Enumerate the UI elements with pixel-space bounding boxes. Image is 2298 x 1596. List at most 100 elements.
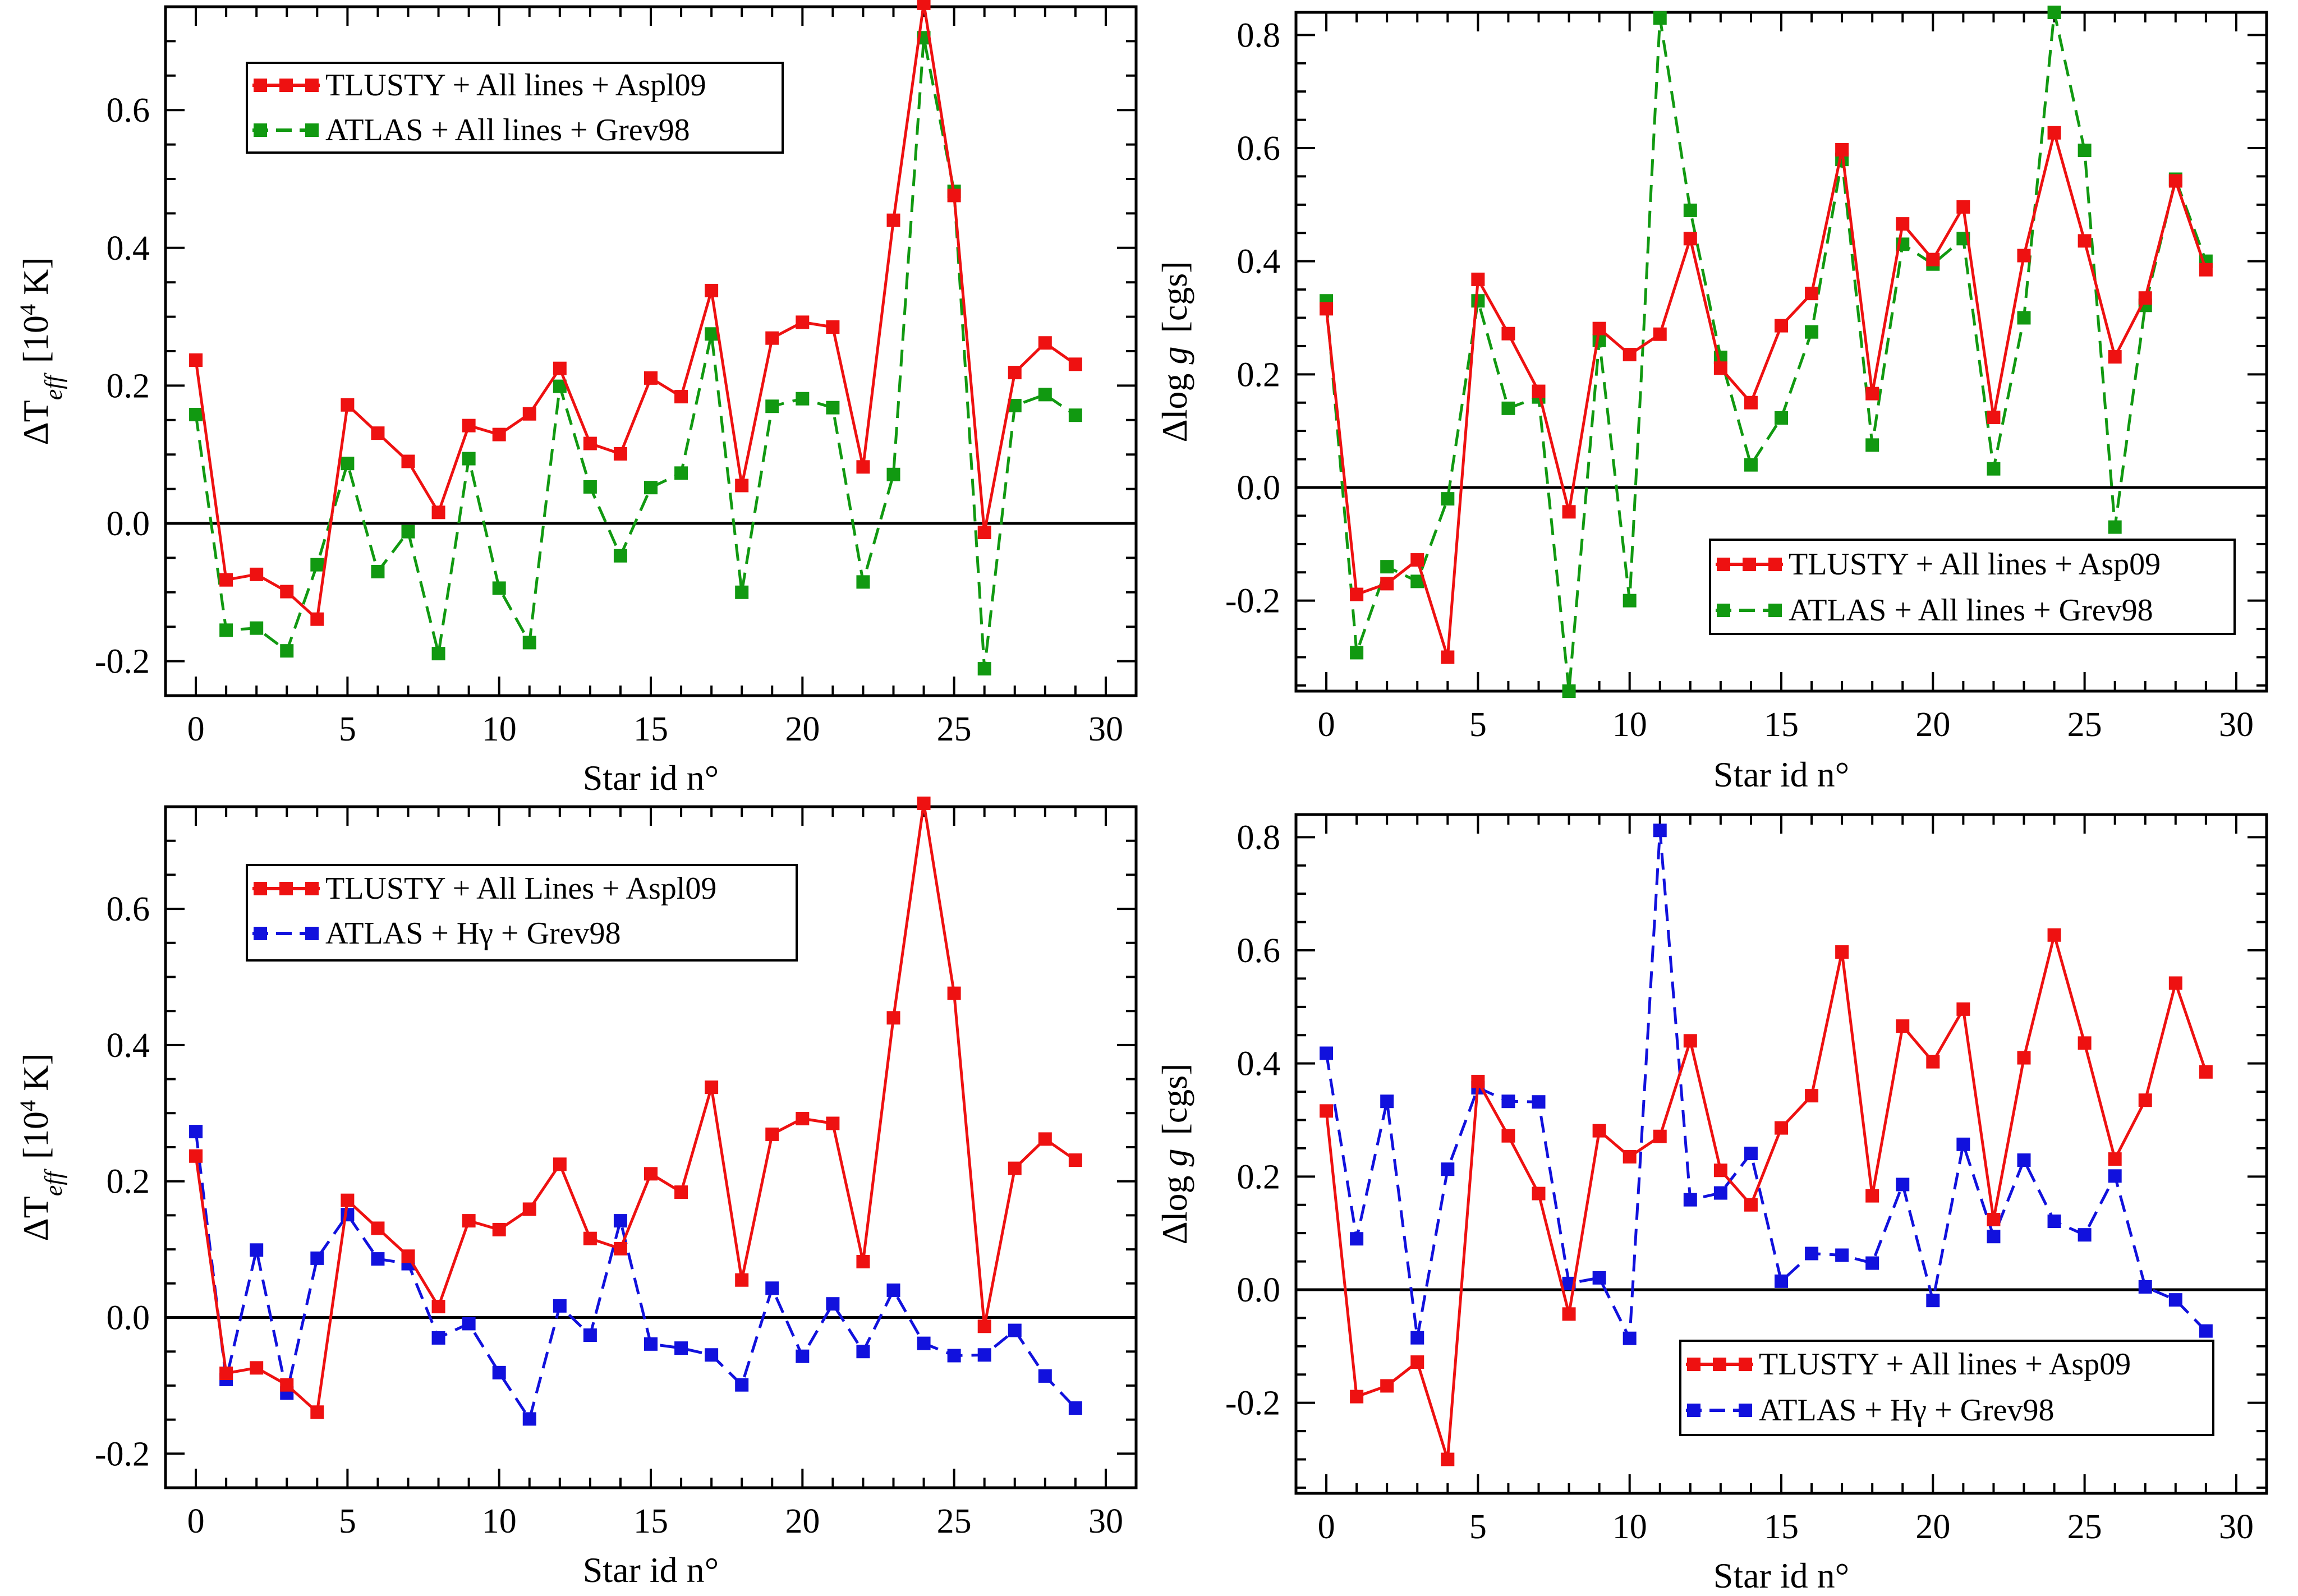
data-point bbox=[2047, 126, 2061, 140]
data-point bbox=[2017, 1051, 2031, 1065]
data-point bbox=[1320, 302, 1334, 316]
data-point bbox=[1805, 1089, 1819, 1103]
series-line bbox=[194, 1131, 1077, 1420]
x-tick-label: 5 bbox=[1469, 1508, 1487, 1546]
data-point bbox=[431, 647, 445, 661]
legend-marker-green bbox=[1768, 604, 1782, 617]
data-point bbox=[1623, 348, 1637, 362]
y-axis-title: Δlog g[cgs] bbox=[1155, 1064, 1194, 1245]
data-point bbox=[796, 392, 810, 406]
legend: TLUSTY + All lines + Asp09 ATLAS + All l… bbox=[1709, 539, 2236, 635]
data-point bbox=[2199, 263, 2213, 277]
data-point bbox=[705, 1348, 719, 1362]
y-tick-label: 0.2 bbox=[107, 367, 150, 405]
data-point bbox=[522, 1202, 536, 1216]
x-tick-label: 25 bbox=[937, 1502, 972, 1540]
data-point bbox=[1623, 594, 1637, 608]
data-point bbox=[219, 573, 233, 587]
data-point bbox=[947, 188, 961, 203]
data-point bbox=[1835, 143, 1849, 157]
data-point bbox=[462, 1317, 476, 1331]
series-layer bbox=[166, 796, 1136, 1426]
data-point bbox=[2168, 976, 2182, 990]
data-point bbox=[1471, 1074, 1485, 1088]
x-tick-label: 15 bbox=[633, 1502, 668, 1540]
data-point bbox=[1532, 1186, 1546, 1201]
data-point bbox=[189, 1125, 203, 1139]
data-point bbox=[189, 407, 203, 421]
legend: TLUSTY + All Lines + Aspl09 ATLAS + Hγ +… bbox=[246, 864, 798, 962]
data-point bbox=[886, 1283, 900, 1297]
legend-label-red: TLUSTY + All Lines + Aspl09 bbox=[325, 871, 716, 906]
x-tick-label: 10 bbox=[482, 1502, 517, 1540]
data-point bbox=[1775, 319, 1788, 333]
data-point bbox=[917, 796, 931, 810]
data-point bbox=[522, 636, 536, 650]
data-point bbox=[1068, 1401, 1082, 1415]
data-point bbox=[1713, 1163, 1727, 1178]
data-point bbox=[1653, 327, 1667, 341]
data-point bbox=[1592, 321, 1606, 335]
data-point bbox=[977, 662, 991, 676]
data-point bbox=[2199, 1065, 2213, 1079]
data-point bbox=[644, 481, 658, 495]
data-point bbox=[1683, 1193, 1697, 1207]
data-point bbox=[1623, 1150, 1637, 1164]
data-point bbox=[1350, 587, 1364, 601]
data-point bbox=[250, 621, 264, 635]
data-point bbox=[1926, 1055, 1940, 1069]
x-axis-title: Star id n° bbox=[583, 758, 719, 798]
legend-marker-blue bbox=[1739, 1404, 1752, 1417]
data-point bbox=[886, 1011, 900, 1025]
data-point bbox=[583, 480, 597, 494]
data-point bbox=[1987, 1230, 2001, 1244]
data-point bbox=[856, 460, 870, 474]
data-point bbox=[250, 1361, 264, 1375]
data-point bbox=[1987, 410, 2001, 424]
legend-marker-red bbox=[1717, 558, 1730, 571]
data-point bbox=[613, 1241, 627, 1255]
data-point bbox=[401, 525, 415, 539]
y-tick-label: 0.0 bbox=[1237, 469, 1281, 507]
series-line bbox=[194, 802, 1077, 1414]
y-axis-title: Δlog g[cgs] bbox=[1155, 261, 1194, 443]
data-point bbox=[431, 505, 445, 519]
series-line bbox=[1325, 131, 2208, 659]
data-point bbox=[250, 567, 264, 581]
y-tick-label: 0.2 bbox=[107, 1163, 150, 1201]
legend-label-red: TLUSTY + All lines + Aspl09 bbox=[325, 68, 706, 103]
data-point bbox=[189, 1149, 203, 1163]
data-point bbox=[2017, 311, 2031, 325]
data-point bbox=[644, 1337, 658, 1351]
data-point bbox=[2078, 1228, 2092, 1242]
data-point bbox=[492, 581, 506, 595]
series-line bbox=[1325, 933, 2208, 1461]
data-point bbox=[1987, 462, 2001, 476]
data-point bbox=[1926, 1294, 1940, 1308]
data-point bbox=[1744, 458, 1758, 472]
axis-ticks: 0 5 10 15 20 25 30 -0.2 0.0 0.2 0.4 0.6 bbox=[95, 807, 1137, 1540]
data-point bbox=[492, 1365, 506, 1379]
data-point bbox=[977, 525, 991, 539]
x-tick-label: 20 bbox=[1915, 1508, 1950, 1546]
data-point bbox=[1380, 1094, 1394, 1109]
data-point bbox=[826, 320, 840, 334]
data-point bbox=[1068, 1153, 1082, 1167]
data-point bbox=[1532, 384, 1546, 398]
series-layer bbox=[166, 0, 1136, 676]
data-point bbox=[1562, 1307, 1576, 1321]
data-point bbox=[310, 612, 324, 626]
data-point bbox=[341, 1193, 355, 1207]
x-tick-label: 30 bbox=[1088, 710, 1123, 748]
data-point bbox=[310, 1405, 324, 1419]
data-point bbox=[431, 1300, 445, 1314]
legend-marker-red bbox=[305, 882, 319, 895]
data-point bbox=[1501, 326, 1515, 341]
legend-marker-red bbox=[1739, 1358, 1752, 1371]
data-point bbox=[886, 467, 900, 481]
data-point bbox=[1683, 1034, 1697, 1048]
legend-label-red: TLUSTY + All lines + Asp09 bbox=[1759, 1347, 2131, 1382]
x-tick-label: 30 bbox=[2219, 1508, 2254, 1546]
legend-box bbox=[246, 864, 798, 962]
data-point bbox=[644, 1167, 658, 1181]
